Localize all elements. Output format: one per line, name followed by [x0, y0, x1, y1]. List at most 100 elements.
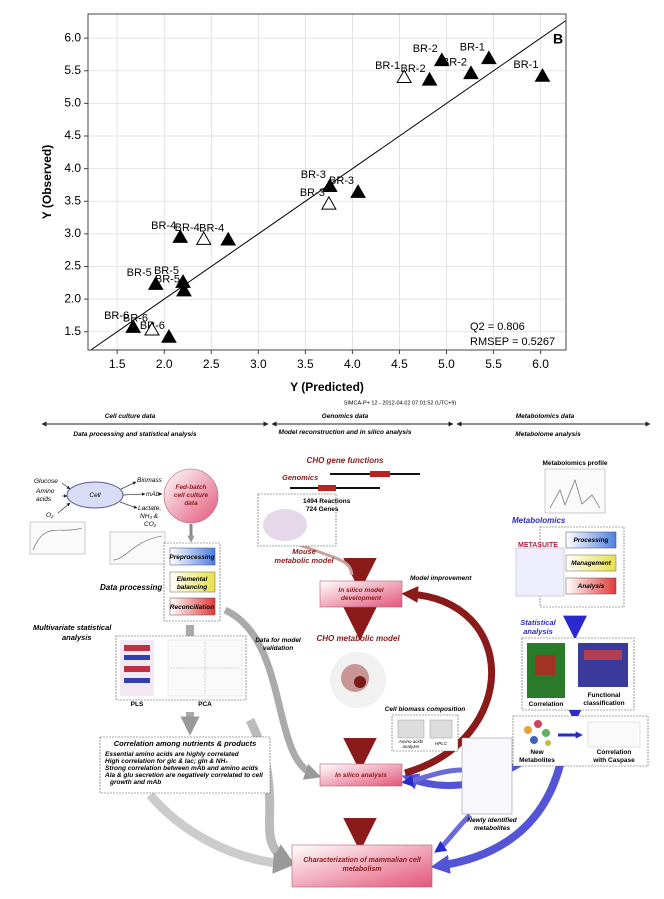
- process-label: metabolism: [343, 866, 382, 873]
- column-title: Genomics data: [322, 413, 369, 420]
- model-label: Mouse: [292, 547, 316, 556]
- x-tick-label: 3.5: [297, 357, 314, 371]
- x-tick-label: 6.0: [532, 357, 549, 371]
- instrument: [429, 719, 453, 739]
- model-stat: 724 Genes: [306, 506, 339, 513]
- process-label: In silico model: [338, 587, 383, 594]
- model-stat: 1494 Reactions: [303, 498, 351, 505]
- point-label: BR-3: [329, 175, 354, 187]
- plot-area: [87, 13, 567, 351]
- column-title: Metabolomics data: [516, 413, 575, 420]
- output: Lactate,: [138, 505, 161, 512]
- triangle-marker: [396, 69, 413, 84]
- plot-label: Correlation: [529, 701, 564, 708]
- step-label: Management: [571, 560, 612, 567]
- point-label: BR-1: [375, 60, 400, 72]
- point-label: BR-4: [175, 222, 200, 234]
- section-label: Statistical: [520, 618, 556, 627]
- flow-label: Model improvement: [410, 575, 472, 582]
- step-box: [565, 577, 617, 595]
- triangle-marker: [125, 319, 142, 333]
- triangle-marker: [147, 276, 164, 290]
- input: O₂: [46, 512, 54, 519]
- triangle-marker: [176, 282, 192, 297]
- step-label: Processing: [573, 537, 608, 544]
- plot-label: New: [530, 749, 544, 756]
- metabolite-dots: [524, 720, 551, 746]
- step-box: [565, 531, 617, 549]
- correlation-item: High correlation for glc & lac; gln & NH…: [105, 758, 228, 765]
- process-box: [319, 763, 403, 787]
- software-screen: [515, 547, 565, 597]
- plot-label: PCA: [198, 701, 212, 708]
- caspase-plot: [587, 721, 641, 748]
- point-label: BR-6: [104, 310, 129, 322]
- x-tick-label: 2.5: [203, 357, 220, 371]
- x-tick-label: 4.0: [344, 357, 361, 371]
- step-box: [169, 547, 216, 566]
- x-tick-label: 5.0: [438, 357, 455, 371]
- cho-network: [330, 652, 386, 708]
- process-label: Characterization of mammalian cell: [303, 857, 422, 864]
- correlation-box: [99, 736, 271, 794]
- flow-label: Newly identified: [467, 817, 518, 824]
- x-tick-label: 2.0: [156, 357, 173, 371]
- y-tick-label: 3.5: [64, 193, 81, 207]
- y-tick-label: 2.5: [64, 259, 81, 273]
- fed-batch-circle: [163, 468, 219, 524]
- plot-frame: [87, 13, 567, 351]
- section-label: Metabolomics profile: [542, 460, 607, 467]
- point-label: BR-4: [151, 220, 176, 232]
- step-label: Elemental: [177, 576, 208, 583]
- point-label: BR-5: [154, 265, 179, 277]
- point-label: BR-5: [127, 267, 152, 279]
- triangle-marker: [220, 231, 237, 246]
- culture-plots: [29, 521, 166, 565]
- point-label: BR-1: [513, 59, 538, 71]
- section-label: analysis: [62, 633, 92, 642]
- x-tick-label: 1.5: [109, 357, 126, 371]
- section-label: Cell biomass composition: [385, 706, 466, 713]
- column-subtitle: Model reconstruction and in silico analy…: [279, 429, 412, 436]
- plot-label: Correlation: [597, 749, 632, 756]
- x-tick-label: 3.0: [250, 357, 267, 371]
- y-tick-label: 4.0: [64, 161, 81, 175]
- step-label: Reconciliation: [170, 604, 214, 611]
- fed-batch-label: data: [184, 500, 198, 507]
- x-axis-label: Y (Predicted): [290, 380, 364, 394]
- point-label: BR-4: [199, 223, 224, 235]
- process-label: In silico analysis: [335, 772, 387, 779]
- section-label: analysis: [523, 627, 553, 636]
- plot-label: Metabolites: [519, 757, 555, 764]
- metabolite-image: [461, 737, 513, 815]
- step-box: [169, 597, 216, 616]
- point-label: BR-3: [301, 169, 326, 181]
- instrument-label: Amino acids: [398, 739, 424, 744]
- step-label: Preprocessing: [169, 554, 214, 561]
- triangle-marker: [144, 321, 160, 336]
- triangle-marker: [321, 195, 337, 210]
- step-box: [565, 554, 617, 572]
- step-box: [169, 571, 216, 593]
- software-name: METASUITE: [518, 542, 558, 549]
- model-label: metabolic model: [274, 556, 334, 565]
- section-label: Data processing: [100, 583, 162, 592]
- point-label: BR-1: [460, 41, 485, 53]
- heatmap-cell: [584, 650, 622, 660]
- column-subtitle: Metabolome analysis: [515, 431, 581, 438]
- plot-label: classification: [583, 700, 624, 707]
- instrument: [397, 719, 425, 739]
- section-label: Metabolomics: [512, 516, 566, 525]
- x-tick-label: 4.5: [391, 357, 408, 371]
- y-tick-label: 4.5: [64, 128, 81, 142]
- plot-label: PLS: [131, 701, 144, 708]
- input: Glucose: [34, 478, 58, 485]
- y-tick-label: 2.0: [64, 291, 81, 305]
- plot-label: Functional: [588, 692, 621, 699]
- annotation: Q2 = 0.806: [470, 321, 525, 333]
- point-label: BR-2: [401, 63, 426, 75]
- triangle-marker: [172, 229, 189, 243]
- y-tick-label: 3.0: [64, 226, 81, 240]
- point-label: BR-2: [442, 56, 467, 68]
